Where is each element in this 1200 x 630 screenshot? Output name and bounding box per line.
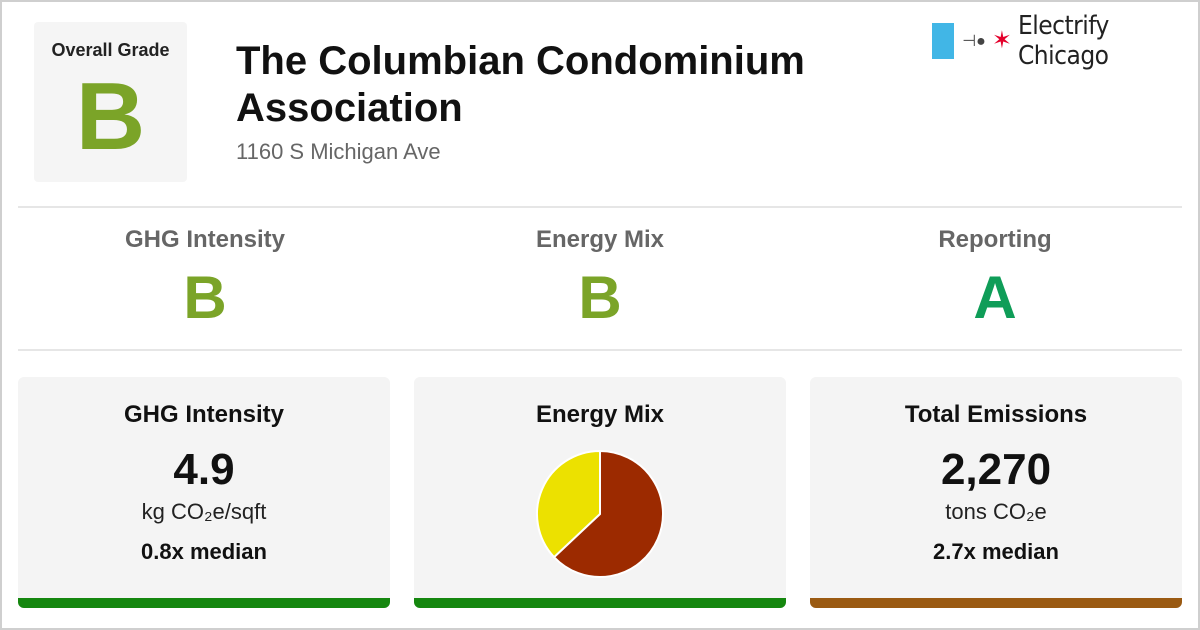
subgrade-label: Reporting xyxy=(938,226,1052,253)
total-emissions-value: 2,270 xyxy=(940,445,1052,494)
card-title: GHG Intensity xyxy=(123,401,285,428)
building-name: The Columbian Condominium Association xyxy=(236,39,805,130)
overall-grade-letter: B xyxy=(75,63,146,170)
chicago-flag-icon xyxy=(932,23,955,59)
subgrade-reporting: Reporting A xyxy=(797,226,1193,330)
ghg-intensity-bar xyxy=(18,598,390,608)
building-address: 1160 S Michigan Ave xyxy=(236,139,441,164)
subgrade-label: Energy Mix xyxy=(535,226,665,253)
total-emissions-bar xyxy=(810,598,1182,608)
energy-mix-pie xyxy=(536,449,664,578)
ghg-intensity-value: 4.9 xyxy=(173,445,235,494)
subgrade-letter: A xyxy=(973,264,1017,331)
plug-icon: ⊣● xyxy=(962,33,986,50)
subgrade-energy-mix: Energy Mix B xyxy=(402,226,798,330)
energy-mix-bar xyxy=(414,598,786,608)
subgrade-label: GHG Intensity xyxy=(124,226,286,253)
energy-mix-card: Energy Mix xyxy=(414,377,786,608)
subgrade-ghg-intensity: GHG Intensity B xyxy=(7,226,403,330)
electrify-chicago-logo[interactable]: ⊣● ✶ Electrify Chicago xyxy=(932,11,1200,71)
overall-grade-box: Overall Grade B xyxy=(34,22,187,182)
subgrade-letter: B xyxy=(183,264,227,331)
card-title: Energy Mix xyxy=(535,401,665,428)
ghg-intensity-card: GHG Intensity 4.9 kg CO₂e/sqft 0.8x medi… xyxy=(18,377,390,608)
ghg-intensity-unit: kg CO₂e/sqft xyxy=(141,499,267,524)
star-icon: ✶ xyxy=(991,27,1012,54)
ghg-intensity-median: 0.8x median xyxy=(141,539,267,564)
total-emissions-card: Total Emissions 2,270 tons CO₂e 2.7x med… xyxy=(810,377,1182,608)
divider-top xyxy=(18,206,1182,208)
divider-middle xyxy=(18,349,1182,351)
logo-text: Electrify Chicago xyxy=(1017,11,1109,71)
pie-slice-fossil-gas xyxy=(552,449,664,578)
total-emissions-median: 2.7x median xyxy=(933,539,1059,564)
card-title: Total Emissions xyxy=(904,401,1088,428)
overall-grade-label: Overall Grade xyxy=(51,40,170,60)
subgrade-letter: B xyxy=(578,264,622,331)
total-emissions-unit: tons CO₂e xyxy=(945,499,1047,524)
pie-slice-electricity xyxy=(536,449,601,559)
